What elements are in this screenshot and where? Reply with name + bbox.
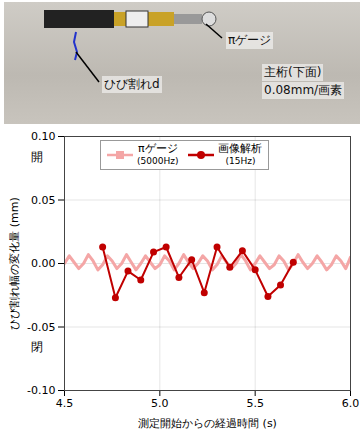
svg-text:0.00: 0.00	[31, 257, 56, 270]
svg-text:-0.10: -0.10	[27, 384, 55, 397]
html-text:πゲージ: πゲージ	[228, 33, 272, 47]
html-text:(15Hz): (15Hz)	[225, 156, 256, 166]
html-text:(5000Hz): (5000Hz)	[137, 156, 179, 166]
html-text:画像解析: 画像解析	[218, 142, 263, 155]
svg-text:開: 開	[31, 150, 43, 164]
html-text:πゲージ: πゲージ	[137, 142, 178, 155]
svg-text:5.0: 5.0	[151, 397, 169, 410]
svg-text:4.5: 4.5	[56, 397, 74, 410]
svg-text:測定開始からの経過時間 (s): 測定開始からの経過時間 (s)	[138, 417, 277, 430]
html-text:主桁(下面): 主桁(下面)	[264, 65, 322, 79]
svg-text:-0.05: -0.05	[27, 321, 55, 334]
svg-text:0.10: 0.10	[31, 130, 56, 143]
svg-text:0.05: 0.05	[31, 194, 56, 207]
svg-text:閉: 閉	[31, 340, 43, 354]
svg-text:5.5: 5.5	[246, 397, 264, 410]
html-text:0.08mm/画素: 0.08mm/画素	[264, 83, 343, 97]
svg-text:6.0: 6.0	[342, 397, 360, 410]
svg-text:ひび割れ幅の変化量 (mm): ひび割れ幅の変化量 (mm)	[8, 197, 21, 330]
html-text:ひび割れd: ひび割れd	[104, 77, 160, 91]
